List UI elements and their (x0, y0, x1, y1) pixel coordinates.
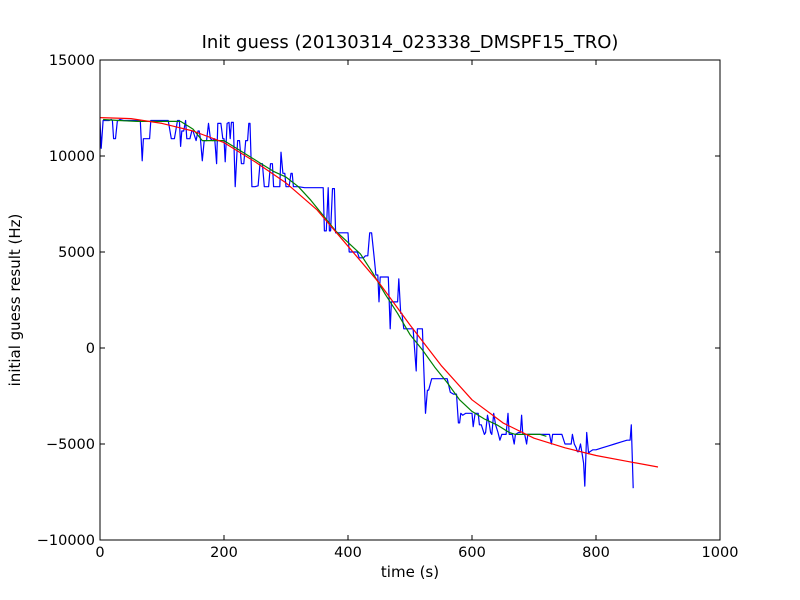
y-tick-label: −5000 (46, 437, 95, 453)
y-axis-label: initial guess result (Hz) (6, 214, 24, 387)
y-tick-label: 15000 (49, 53, 95, 69)
x-axis-label: time (s) (381, 563, 439, 581)
series-line-green (103, 118, 547, 437)
x-tick-label: 800 (582, 545, 610, 561)
y-tick-label: −10000 (37, 533, 95, 549)
x-tick-label: 600 (458, 545, 486, 561)
axis-ticks: 0 200 400 600 800 1000 −10000 −5000 0 5000 10000 15… (37, 53, 739, 561)
series-layer (100, 117, 659, 489)
x-tick-label: 1000 (702, 545, 739, 561)
y-tick-label: 5000 (58, 245, 95, 261)
chart-title: Init guess (20130314_023338_DMSPF15_TRO) (202, 32, 619, 53)
x-tick-label: 400 (334, 545, 362, 561)
series-line-red (100, 117, 659, 468)
x-tick-label: 0 (95, 545, 104, 561)
y-tick-label: 10000 (49, 149, 95, 165)
plot-area-frame (99, 59, 721, 541)
y-tick-label: 0 (86, 341, 95, 357)
series-line-blue (100, 118, 634, 489)
x-tick-label: 200 (210, 545, 238, 561)
